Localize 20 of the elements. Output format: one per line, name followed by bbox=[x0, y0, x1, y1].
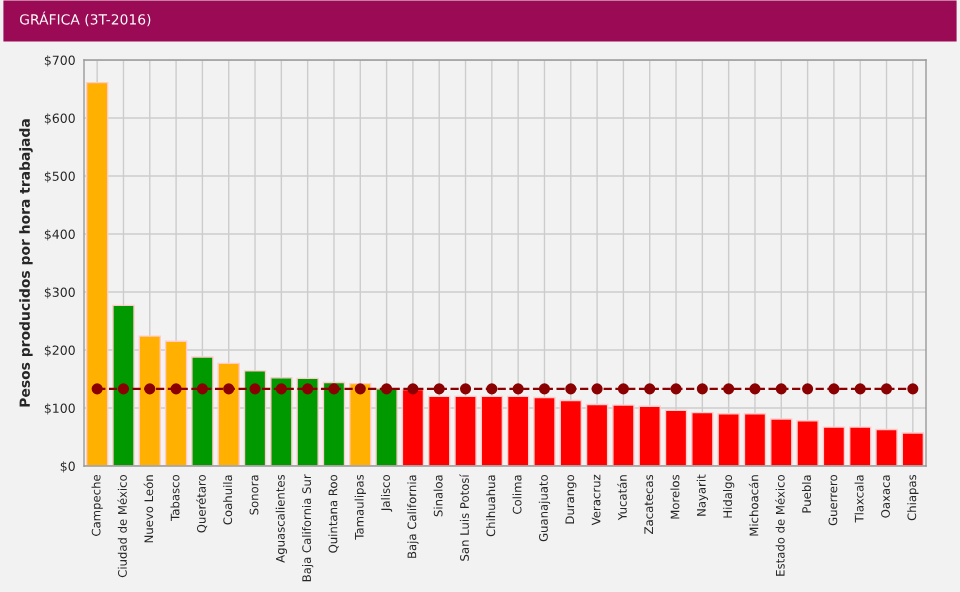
bar bbox=[901, 432, 925, 466]
bar bbox=[822, 426, 846, 466]
bar bbox=[743, 413, 767, 466]
bar bbox=[112, 304, 135, 466]
bar bbox=[454, 395, 477, 466]
bar bbox=[138, 335, 162, 466]
bar bbox=[164, 340, 188, 466]
bar bbox=[322, 381, 346, 466]
bar bbox=[401, 388, 425, 466]
bar bbox=[848, 426, 872, 466]
bar bbox=[427, 395, 451, 466]
bar bbox=[506, 395, 530, 466]
bar bbox=[480, 395, 504, 466]
bar bbox=[875, 428, 898, 466]
bar bbox=[559, 399, 583, 466]
bar bbox=[664, 409, 688, 466]
bar bbox=[85, 81, 109, 466]
bar bbox=[533, 396, 556, 466]
bar bbox=[585, 403, 609, 466]
bar bbox=[243, 370, 267, 466]
